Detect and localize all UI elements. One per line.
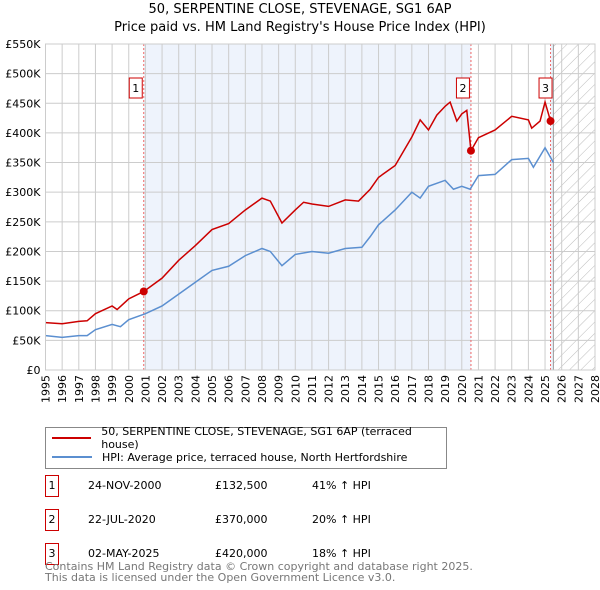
x-tick-label: 2023 bbox=[506, 375, 519, 403]
sale-marker-box bbox=[128, 77, 143, 99]
sale-marker-box bbox=[538, 77, 553, 99]
y-tick-label: £150K bbox=[5, 275, 41, 288]
x-tick-label: 2008 bbox=[256, 375, 269, 403]
y-tick-label: £550K bbox=[5, 38, 41, 51]
y-tick-label: £250K bbox=[5, 216, 41, 229]
sale-point bbox=[466, 146, 475, 155]
chart-title: 50, SERPENTINE CLOSE, STEVENAGE, SG1 6AP bbox=[148, 2, 452, 17]
sale-marker-box bbox=[455, 77, 470, 99]
plot-frame bbox=[45, 43, 596, 371]
sale-marker-label: 2 bbox=[459, 82, 466, 95]
x-tick-label: 1997 bbox=[73, 375, 86, 403]
shaded-period bbox=[550, 44, 554, 370]
y-tick-label: £100K bbox=[5, 305, 41, 318]
x-tick-label: 2020 bbox=[456, 375, 469, 403]
legend-line-blue bbox=[52, 456, 92, 458]
y-tick-label: £50K bbox=[12, 334, 41, 347]
sale-hpi: 20% ↑ HPI bbox=[312, 513, 371, 526]
legend-line-red bbox=[52, 437, 92, 439]
x-tick-label: 2015 bbox=[373, 375, 386, 403]
sale-marker: 3 bbox=[45, 543, 59, 565]
series-line bbox=[45, 99, 552, 325]
x-tick-label: 1996 bbox=[56, 375, 69, 403]
sale-price: £370,000 bbox=[215, 513, 268, 526]
legend-label: HPI: Average price, terraced house, Nort… bbox=[102, 450, 408, 464]
sale-marker: 2 bbox=[45, 509, 59, 531]
x-tick-label: 1998 bbox=[89, 375, 102, 403]
x-tick-label: 2005 bbox=[206, 375, 219, 403]
y-tick-label: £200K bbox=[5, 245, 41, 258]
sale-date: 24-NOV-2000 bbox=[88, 479, 162, 492]
x-tick-label: 2012 bbox=[323, 375, 336, 403]
sale-point bbox=[139, 287, 148, 296]
x-tick-label: 2010 bbox=[289, 375, 302, 403]
y-tick-label: £450K bbox=[5, 97, 41, 110]
y-tick-label: £0 bbox=[27, 364, 41, 377]
price-chart: 1995 1996 1997 1998 1999 2000 2001 2002 2003 2004… bbox=[5, 38, 600, 403]
shaded-period bbox=[143, 44, 471, 370]
footer-line: This data is licensed under the Open Gov… bbox=[45, 571, 396, 584]
y-tick-label: £400K bbox=[5, 127, 41, 140]
legend-label: 50, SERPENTINE CLOSE, STEVENAGE, SG1 6AP… bbox=[101, 425, 412, 451]
y-tick-label: £300K bbox=[5, 186, 41, 199]
sale-row: 3 02-MAY-2025 £420,000 18% ↑ HPI bbox=[45, 543, 445, 565]
y-tick-label: £350K bbox=[5, 157, 41, 170]
sale-date: 22-JUL-2020 bbox=[88, 513, 156, 526]
legend: 50, SERPENTINE CLOSE, STEVENAGE, SG1 6AP… bbox=[45, 425, 447, 469]
sale-date: 02-MAY-2025 bbox=[88, 547, 160, 560]
footer-line: Contains HM Land Registry data © Crown c… bbox=[45, 560, 473, 573]
footer: Contains HM Land Registry data © Crown c… bbox=[45, 561, 473, 583]
sale-hpi: 18% ↑ HPI bbox=[312, 547, 371, 560]
x-tick-label: 2006 bbox=[223, 375, 236, 403]
sale-hpi: 41% ↑ HPI bbox=[312, 479, 371, 492]
x-tick-label: 2011 bbox=[306, 375, 319, 403]
x-tick-label: 2007 bbox=[239, 375, 252, 403]
x-tick-label: 2027 bbox=[572, 375, 585, 403]
legend-item-property: 50, SERPENTINE CLOSE, STEVENAGE, SG1 6AP… bbox=[52, 425, 446, 451]
x-tick-label: 2013 bbox=[339, 375, 352, 403]
sale-row: 2 22-JUL-2020 £370,000 20% ↑ HPI bbox=[45, 509, 445, 531]
x-tick-label: 2003 bbox=[173, 375, 186, 403]
x-tick-label: 2014 bbox=[356, 375, 369, 403]
x-tick-label: 2019 bbox=[439, 375, 452, 403]
series-line bbox=[45, 146, 555, 339]
y-tick-label: £500K bbox=[5, 68, 41, 81]
x-tick-label: 2009 bbox=[273, 375, 286, 403]
x-tick-label: 2016 bbox=[389, 375, 402, 403]
x-tick-label: 1995 bbox=[40, 375, 53, 403]
x-tick-label: 2025 bbox=[539, 375, 552, 403]
sale-price: £420,000 bbox=[215, 547, 268, 560]
x-tick-label: 2001 bbox=[139, 375, 152, 403]
sale-marker-label: 3 bbox=[542, 82, 549, 95]
sale-row: 1 24-NOV-2000 £132,500 41% ↑ HPI bbox=[45, 475, 445, 497]
x-tick-label: 2021 bbox=[472, 375, 485, 403]
x-tick-label: 2017 bbox=[406, 375, 419, 403]
sale-marker: 1 bbox=[45, 475, 59, 497]
x-tick-label: 1999 bbox=[106, 375, 119, 403]
x-tick-label: 2018 bbox=[422, 375, 435, 403]
legend-item-hpi: HPI: Average price, terraced house, Nort… bbox=[52, 449, 407, 465]
chart-subtitle: Price paid vs. HM Land Registry's House … bbox=[114, 20, 486, 35]
sale-point bbox=[546, 117, 555, 126]
x-tick-label: 2022 bbox=[489, 375, 502, 403]
x-tick-label: 2028 bbox=[589, 375, 600, 403]
x-tick-label: 2004 bbox=[189, 375, 202, 403]
x-tick-label: 2024 bbox=[522, 375, 535, 403]
x-tick-label: 2026 bbox=[556, 375, 569, 403]
x-tick-label: 2000 bbox=[123, 375, 136, 403]
forecast-hatch bbox=[553, 44, 595, 370]
x-tick-label: 2002 bbox=[156, 375, 169, 403]
sale-marker-label: 1 bbox=[132, 82, 139, 95]
sale-price: £132,500 bbox=[215, 479, 268, 492]
